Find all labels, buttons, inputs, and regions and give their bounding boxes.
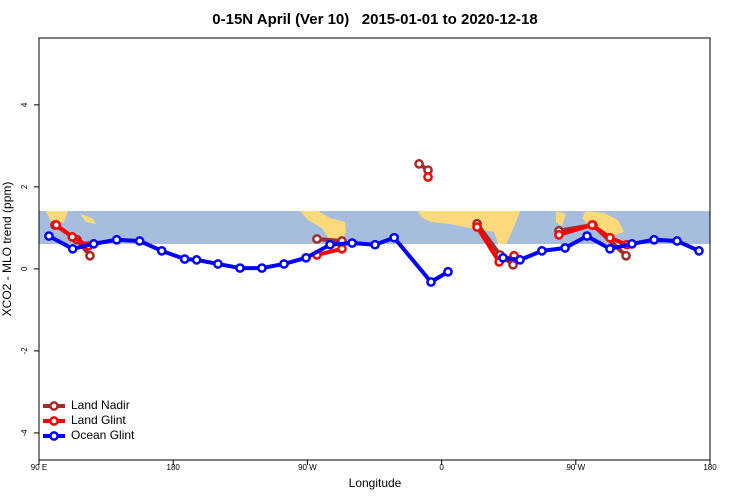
point [179, 254, 190, 264]
point [347, 238, 357, 248]
legend-marker [49, 401, 59, 411]
point [694, 245, 704, 256]
x-tick-label: 0 [439, 463, 444, 472]
point [649, 234, 659, 245]
point [414, 159, 424, 169]
point [191, 255, 202, 265]
point [370, 239, 380, 250]
point [85, 250, 95, 261]
point [88, 239, 99, 249]
y-tick-label: 0 [20, 266, 29, 271]
point [134, 236, 145, 246]
point [423, 172, 433, 182]
legend-label: Land Nadir [71, 398, 130, 412]
legend-marker [49, 416, 59, 426]
x-axis-label: Longitude [349, 476, 402, 490]
point [621, 250, 631, 261]
point [156, 245, 167, 256]
x-tick-label: 180 [703, 463, 717, 472]
x-tick-label: 90 W [566, 463, 585, 472]
point [443, 266, 453, 277]
y-tick-label: -2 [20, 347, 29, 355]
legend-label: Land Glint [71, 413, 126, 427]
point [426, 277, 436, 287]
y-tick-label: 2 [20, 184, 29, 189]
point [515, 255, 525, 265]
point [279, 259, 289, 269]
y-tick-label: 4 [20, 102, 29, 107]
point [312, 234, 322, 244]
point [67, 232, 78, 242]
point [111, 234, 122, 245]
legend-label: Ocean Glint [71, 428, 135, 442]
x-tick-label: 90 E [31, 463, 47, 472]
point [582, 231, 592, 241]
point [605, 232, 615, 243]
point [672, 236, 682, 246]
y-axis-label: XCO2 - MLO trend (ppm) [0, 182, 14, 317]
point [337, 243, 347, 254]
point [498, 252, 508, 263]
y-tick-label: -4 [20, 429, 29, 437]
point [560, 243, 570, 253]
point [51, 220, 62, 230]
point [257, 263, 267, 273]
point [389, 232, 400, 243]
point [301, 252, 311, 263]
point [587, 220, 597, 230]
point [325, 239, 335, 250]
x-tick-label: 90 W [298, 463, 317, 472]
point [44, 231, 54, 241]
legend-marker [49, 431, 59, 441]
point [554, 230, 564, 240]
point [537, 245, 547, 256]
x-tick-label: 180 [167, 463, 181, 472]
plot-frame [38, 37, 711, 461]
point [472, 222, 482, 232]
point [627, 239, 637, 249]
point [67, 243, 78, 254]
point [235, 263, 245, 273]
point [508, 259, 518, 270]
point [213, 259, 223, 269]
chart-title: 0-15N April (Ver 10) 2015-01-01 to 2020-… [212, 11, 537, 28]
point [605, 243, 615, 254]
